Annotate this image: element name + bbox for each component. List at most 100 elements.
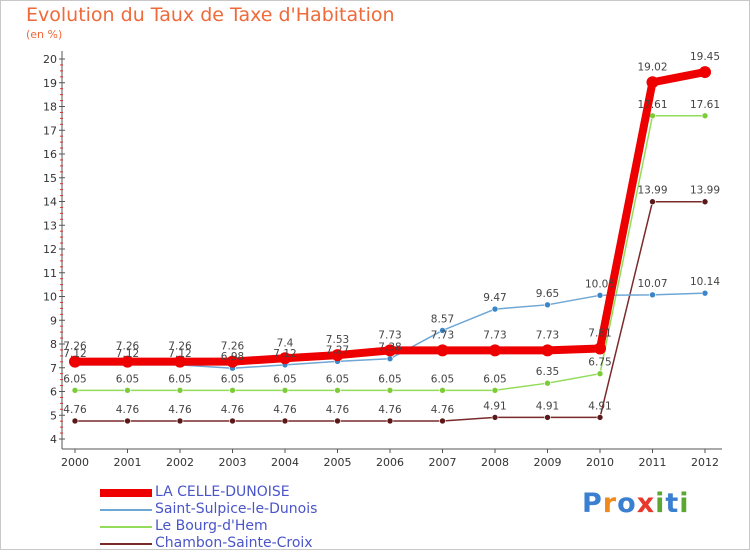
data-label: 4.76 [221, 404, 245, 416]
data-label: 19.45 [690, 51, 720, 63]
data-label: 10.14 [690, 276, 720, 288]
data-point [594, 342, 606, 355]
logo-letter: P [582, 488, 603, 519]
data-label: 6.05 [378, 373, 401, 385]
data-label: 7.53 [326, 334, 349, 346]
data-point [439, 387, 446, 394]
legend-item-chambon-sainte-croix: Chambon-Sainte-Croix [100, 535, 380, 552]
data-point [439, 417, 446, 425]
data-point [386, 417, 394, 425]
data-point [491, 414, 499, 421]
y-tick-label: 15 [43, 172, 57, 185]
data-point [596, 414, 604, 421]
y-tick-label: 4 [50, 433, 57, 446]
data-point [71, 387, 79, 394]
legend-item-saint-sulpice-le-dunois: Saint-Sulpice-le-Dunois [100, 501, 380, 518]
data-label: 7.73 [378, 329, 401, 341]
data-point [544, 301, 551, 309]
data-label: 6.05 [63, 373, 86, 385]
data-point [331, 349, 344, 362]
data-point [701, 289, 709, 297]
data-point [124, 417, 131, 425]
legend-swatch [100, 525, 152, 528]
data-label: 4.76 [63, 404, 87, 416]
y-tick-label: 12 [43, 243, 57, 256]
data-label: 7.26 [116, 341, 140, 353]
data-point [649, 112, 656, 120]
x-tick-label: 2005 [324, 456, 352, 469]
y-tick-label: 14 [43, 196, 57, 209]
logo-letter: i [679, 488, 690, 519]
legend-item-la-celle-dunoise: LA CELLE-DUNOISE [100, 484, 380, 501]
y-tick-label: 19 [43, 77, 57, 90]
data-point [69, 355, 81, 368]
y-tick-label: 5 [50, 409, 57, 422]
legend-label: LA CELLE-DUNOISE [155, 484, 290, 500]
y-tick-label: 8 [50, 338, 57, 351]
x-tick-label: 2007 [429, 456, 457, 469]
data-label: 4.76 [116, 404, 140, 416]
y-tick-label: 16 [43, 148, 57, 161]
data-point [386, 355, 394, 363]
y-tick-label: 20 [43, 53, 57, 66]
series-line-0 [71, 68, 709, 366]
data-point [544, 379, 551, 387]
x-tick-label: 2010 [586, 456, 614, 469]
data-label: 7.12 [63, 348, 86, 360]
data-label: 6.75 [588, 357, 611, 369]
data-point [124, 387, 131, 394]
data-label: 7.26 [63, 341, 87, 353]
data-label: 19.02 [637, 61, 667, 73]
data-point [281, 417, 289, 425]
data-label: 17.61 [637, 99, 667, 111]
data-point [491, 387, 499, 394]
data-point [176, 387, 184, 394]
x-tick-label: 2008 [481, 456, 509, 469]
x-tick-label: 2003 [219, 456, 247, 469]
data-point [229, 387, 236, 394]
data-point [279, 352, 291, 365]
data-point [229, 417, 236, 425]
data-label: 6.05 [483, 373, 506, 385]
x-tick-label: 2009 [534, 456, 562, 469]
data-point [121, 355, 134, 368]
data-label: 4.76 [168, 404, 192, 416]
legend: LA CELLE-DUNOISE Saint-Sulpice-le-Dunois… [100, 484, 380, 552]
data-label: 4.91 [483, 400, 506, 412]
data-label: 7.12 [273, 348, 296, 360]
data-label: 6.05 [431, 373, 454, 385]
y-tick-label: 18 [43, 101, 57, 114]
data-label: 6.05 [326, 373, 349, 385]
legend-label: Saint-Sulpice-le-Dunois [155, 501, 318, 517]
y-tick-label: 7 [50, 362, 57, 375]
x-tick-label: 2004 [271, 456, 299, 469]
proxiti-logo: Proxiti [582, 488, 690, 519]
x-tick-label: 2001 [114, 456, 142, 469]
data-label: 6.05 [273, 373, 296, 385]
data-label: 7.73 [536, 329, 559, 341]
x-tick-label: 2006 [376, 456, 404, 469]
data-point [436, 344, 449, 357]
data-label: 10.05 [585, 278, 615, 290]
data-label: 4.76 [431, 404, 455, 416]
data-label: 6.05 [116, 373, 139, 385]
x-tick-label: 2002 [166, 456, 194, 469]
data-label: 7.81 [588, 328, 611, 340]
legend-swatch [100, 542, 152, 545]
data-label: 9.65 [536, 288, 559, 300]
data-label: 7.12 [168, 348, 191, 360]
data-label: 6.05 [168, 373, 191, 385]
x-tick-label: 2000 [61, 456, 89, 469]
data-label: 4.91 [588, 400, 611, 412]
data-point [649, 291, 656, 299]
data-label: 4.76 [326, 404, 350, 416]
data-point [596, 370, 604, 377]
y-tick-label: 17 [43, 124, 57, 137]
logo-letter: r [602, 488, 618, 519]
data-label: 17.61 [690, 99, 720, 111]
data-point [176, 417, 184, 425]
data-label: 10.07 [637, 278, 667, 290]
x-tick-label: 2012 [691, 456, 719, 469]
data-point [491, 305, 499, 313]
data-point [334, 387, 341, 394]
